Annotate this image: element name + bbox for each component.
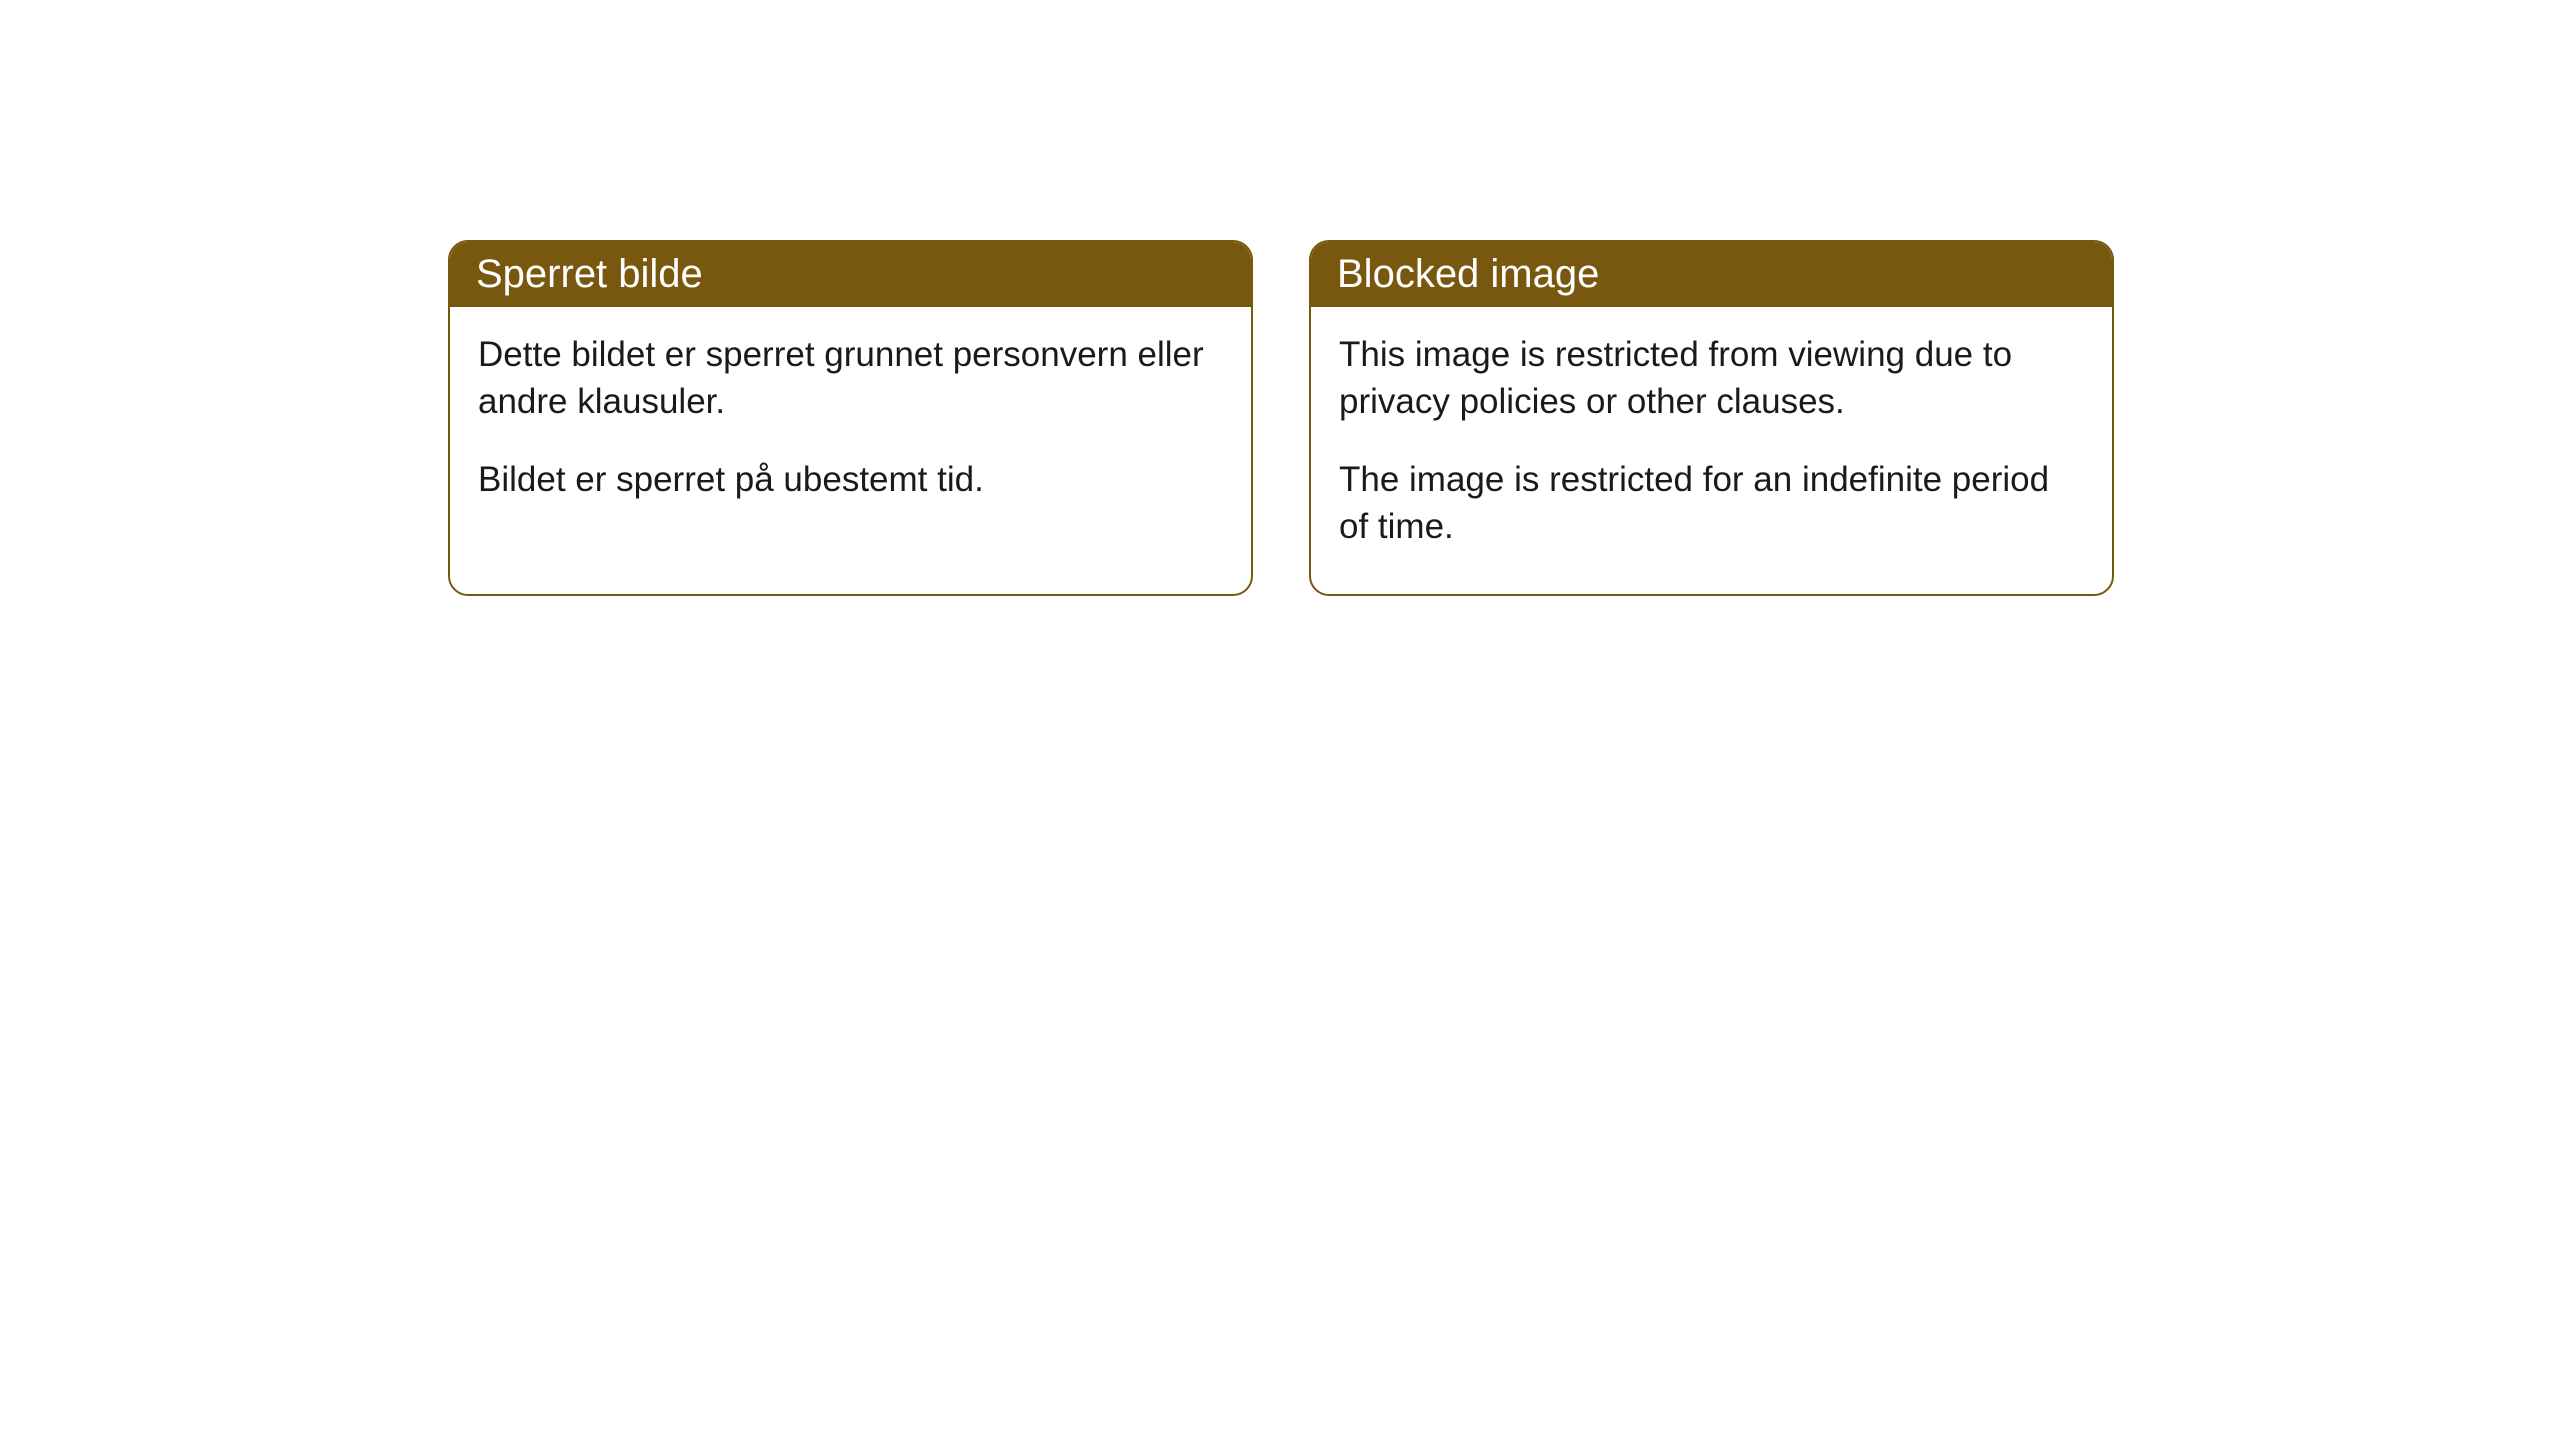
notice-text-english-1: This image is restricted from viewing du…	[1339, 331, 2084, 426]
notice-container: Sperret bilde Dette bildet er sperret gr…	[0, 0, 2560, 596]
notice-text-english-2: The image is restricted for an indefinit…	[1339, 456, 2084, 551]
notice-card-norwegian: Sperret bilde Dette bildet er sperret gr…	[448, 240, 1253, 596]
card-header-english: Blocked image	[1311, 242, 2112, 307]
notice-card-english: Blocked image This image is restricted f…	[1309, 240, 2114, 596]
card-header-norwegian: Sperret bilde	[450, 242, 1251, 307]
notice-text-norwegian-2: Bildet er sperret på ubestemt tid.	[478, 456, 1223, 503]
notice-text-norwegian-1: Dette bildet er sperret grunnet personve…	[478, 331, 1223, 426]
card-body-english: This image is restricted from viewing du…	[1311, 307, 2112, 594]
card-body-norwegian: Dette bildet er sperret grunnet personve…	[450, 307, 1251, 547]
